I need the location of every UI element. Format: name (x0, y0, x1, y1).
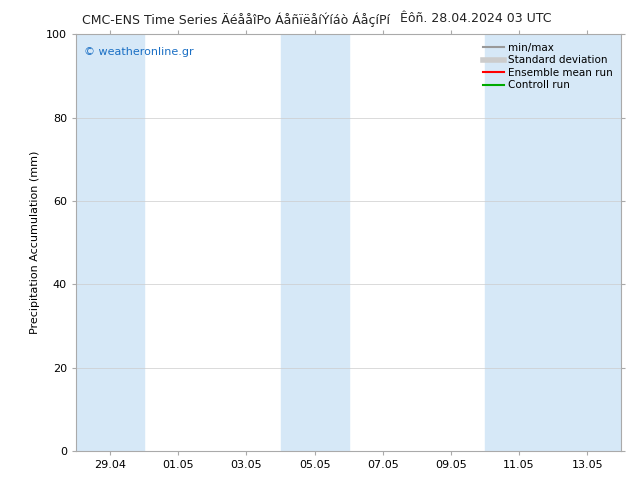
Bar (485, 34, 621, 451)
Text: Êôñ. 28.04.2024 03 UTC: Êôñ. 28.04.2024 03 UTC (400, 12, 552, 25)
Legend: min/max, Standard deviation, Ensemble mean run, Controll run: min/max, Standard deviation, Ensemble me… (480, 40, 616, 94)
Bar (76, 34, 144, 451)
Y-axis label: Precipitation Accumulation (mm): Precipitation Accumulation (mm) (30, 151, 41, 334)
Bar (280, 34, 349, 451)
Text: © weatheronline.gr: © weatheronline.gr (84, 47, 194, 57)
Text: CMC-ENS Time Series ÄéååîPo ÁåñïëåíÝíáò ÁåçíPí: CMC-ENS Time Series ÄéååîPo ÁåñïëåíÝíáò … (82, 12, 391, 27)
